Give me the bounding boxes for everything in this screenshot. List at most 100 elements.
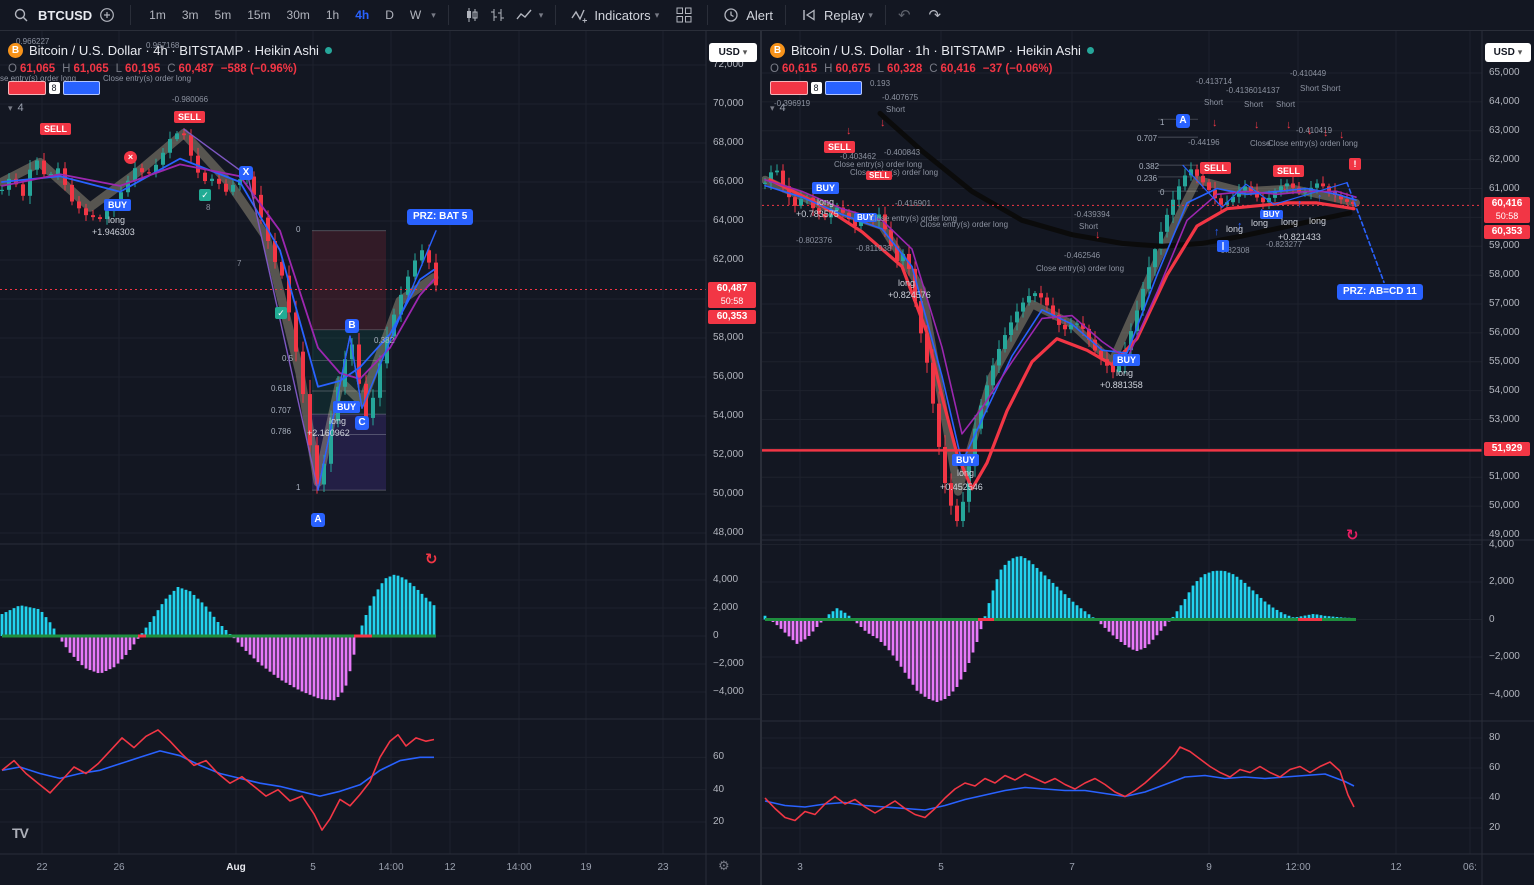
chevron-down-icon[interactable]: ▾ [538, 9, 544, 20]
chevron-down-icon[interactable]: ▾ [431, 9, 436, 20]
annotation-text: long [1251, 218, 1269, 228]
prz-label[interactable]: PRZ: AB=CD 11 [1337, 284, 1423, 300]
panel-divider[interactable] [760, 31, 762, 885]
timeframe-button-30m[interactable]: 30m [286, 8, 310, 22]
fib-level-label: 1 [296, 483, 301, 492]
bar-style-icon[interactable] [487, 4, 509, 26]
buy-price-button[interactable]: 60,383 [62, 81, 101, 95]
timeframe-button-15m[interactable]: 15m [247, 8, 271, 22]
left-chart-canvas[interactable] [0, 31, 760, 885]
layout-grid-icon[interactable] [673, 4, 695, 26]
timeframe-button-D[interactable]: D [385, 8, 394, 22]
buy-price-button[interactable]: 60,383 [824, 81, 863, 95]
bitcoin-logo-icon: B [8, 43, 23, 58]
pause-icon[interactable]: ∥ [1217, 240, 1229, 252]
candle-style-icon[interactable] [461, 4, 483, 26]
refresh-icon[interactable]: ↻ [425, 551, 438, 568]
pattern-point-label[interactable]: A [311, 513, 325, 527]
annotation-text: -0.410449 [1290, 69, 1327, 78]
short-arrow-icon: ↓ [1254, 119, 1260, 131]
buy-signal-label[interactable]: BUY [1260, 210, 1283, 220]
timeframe-group: 1m 3m 5m 15m 30m 1h 4h D W [143, 6, 427, 24]
long-arrow-icon: ↑ [1237, 220, 1243, 232]
fib-level-label: 0.707 [271, 406, 292, 415]
long-arrow-icon: ↑ [1333, 188, 1339, 200]
fib-level-label: 0.618 [271, 384, 292, 393]
compare-add-icon[interactable] [96, 4, 118, 26]
sell-signal-label[interactable]: SELL [1273, 165, 1305, 178]
alert-button[interactable]: Alert [746, 7, 773, 23]
right-chart-panel: 65,000 64,000 63,000 62,000 61,000 60,000 59,0… [762, 31, 1534, 885]
chevron-down-icon[interactable]: ▾ [654, 9, 660, 20]
chart-title[interactable]: Bitcoin / U.S. Dollar · 1h · BITSTAMP · … [791, 43, 1081, 58]
sell-signal-label[interactable]: SELL [866, 171, 893, 181]
chevron-down-icon: ▾ [8, 102, 13, 113]
close-signal-icon[interactable]: × [124, 151, 137, 164]
market-status-dot [1086, 47, 1094, 54]
timeframe-button-4h[interactable]: 4h [355, 8, 370, 22]
refresh-icon[interactable]: ↻ [1346, 527, 1359, 544]
search-icon[interactable] [10, 4, 32, 26]
chevron-down-icon[interactable]: ▾ [868, 9, 873, 20]
annotation-text: 0.193 [870, 79, 891, 88]
undo-icon[interactable]: ↶ [897, 7, 911, 24]
indicators-icon[interactable] [568, 4, 590, 26]
left-chart-panel: 72,000 70,000 68,000 66,000 64,000 62,000 60,0… [0, 31, 760, 885]
alert-marker-icon[interactable]: ! [1349, 158, 1361, 170]
timeframe-button-1m[interactable]: 1m [149, 8, 166, 22]
short-arrow-icon: ↓ [1323, 127, 1329, 139]
sell-price-button[interactable]: 60,375 [770, 81, 808, 95]
annotation-text: Close entry(s) order long [834, 160, 923, 169]
sell-price-button[interactable]: 60,375 [8, 81, 46, 95]
annotation-text: long [817, 197, 835, 207]
chart-header: B Bitcoin / U.S. Dollar · 1h · BITSTAMP … [770, 43, 1094, 114]
chart-title[interactable]: Bitcoin / U.S. Dollar · 4h · BITSTAMP · … [29, 43, 319, 58]
sell-signal-label[interactable]: SELL [40, 123, 72, 136]
toolbar-divider [884, 5, 886, 25]
annotation-text: -0.4136014137 [1226, 86, 1280, 95]
currency-button[interactable]: USD ▾ [1485, 43, 1531, 62]
prz-label[interactable]: PRZ: BAT 5 [407, 209, 474, 225]
fib-level-label: 0.786 [271, 427, 292, 436]
pattern-point-label[interactable]: B [345, 319, 359, 333]
toolbar-divider [447, 5, 449, 25]
replay-button[interactable]: Replay [823, 7, 865, 23]
buy-signal-label[interactable]: BUY [333, 401, 361, 414]
sell-signal-label[interactable]: SELL [174, 111, 206, 124]
timeframe-button-W[interactable]: W [409, 8, 422, 22]
buy-signal-label[interactable]: BUY [854, 213, 877, 223]
buy-signal-label[interactable]: BUY [952, 454, 980, 467]
timeframe-button-1h[interactable]: 1h [325, 8, 340, 22]
redo-icon[interactable]: ↷ [928, 7, 942, 24]
pattern-point-label[interactable]: A [1176, 114, 1190, 128]
object-tree-toggle[interactable]: ▾ 4 [8, 102, 332, 114]
buy-signal-label[interactable]: BUY [104, 199, 132, 212]
pattern-point-label[interactable]: C [355, 416, 369, 430]
buy-signal-label[interactable]: BUY [812, 182, 840, 195]
annotation-text: 7 [237, 259, 242, 268]
timeframe-button-5m[interactable]: 5m [214, 8, 232, 22]
currency-button[interactable]: USD ▾ [709, 43, 757, 62]
symbol-search-button[interactable]: BTCUSD [38, 7, 93, 23]
right-chart-canvas[interactable] [762, 31, 1534, 885]
annotation-text: -0.811038 [856, 244, 892, 253]
pattern-point-label[interactable]: X [239, 166, 253, 180]
alert-clock-icon[interactable] [720, 4, 742, 26]
timeframe-button-3m[interactable]: 3m [181, 8, 199, 22]
object-tree-toggle[interactable]: ▾ 4 [770, 102, 1094, 114]
sell-signal-label[interactable]: SELL [1200, 162, 1232, 175]
replay-icon[interactable] [798, 4, 820, 26]
annotation-text: -0.439394 [1074, 210, 1111, 219]
short-arrow-icon: ↓ [1339, 129, 1345, 141]
buy-signal-label[interactable]: BUY [1113, 354, 1141, 367]
toolbar-divider [784, 5, 786, 25]
indicators-button[interactable]: Indicators [594, 7, 651, 23]
line-style-icon[interactable] [513, 4, 535, 26]
order-filled-icon[interactable]: ✓ [275, 307, 287, 319]
sell-signal-label[interactable]: SELL [824, 141, 856, 154]
fib-level-label: 0.382 [1139, 162, 1160, 171]
annotation-text: -0.980066 [172, 95, 209, 104]
settings-gear-icon[interactable]: ⚙ [718, 858, 730, 873]
order-filled-icon[interactable]: ✓ [199, 189, 211, 201]
annotation-text: +0.881358 [1100, 380, 1143, 390]
